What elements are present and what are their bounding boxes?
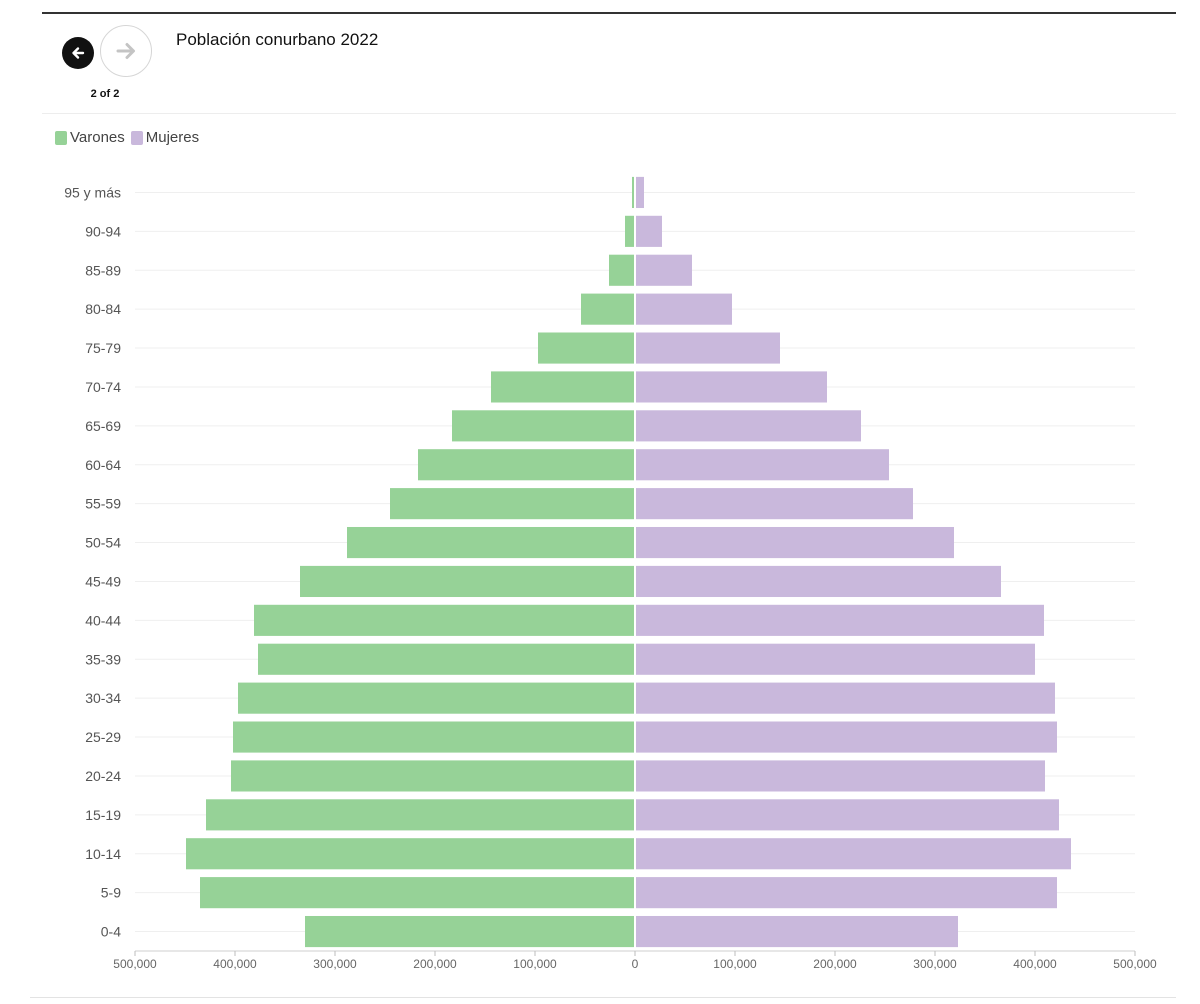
bar-varones-18 bbox=[186, 838, 635, 870]
x-tick-label: 500,000 bbox=[1113, 957, 1157, 971]
y-tick-label: 70-74 bbox=[85, 379, 121, 395]
legend-label-varones: Varones bbox=[70, 129, 125, 146]
previous-button[interactable] bbox=[62, 37, 94, 69]
bar-mujeres-5 bbox=[635, 332, 780, 364]
bar-varones-19 bbox=[200, 877, 635, 909]
y-tick-label: 75-79 bbox=[85, 340, 121, 356]
bar-mujeres-9 bbox=[635, 488, 913, 520]
y-tick-label: 20-24 bbox=[85, 768, 121, 784]
bar-varones-16 bbox=[231, 760, 635, 792]
bar-varones-14 bbox=[238, 682, 635, 714]
bar-varones-10 bbox=[347, 526, 635, 559]
bar-mujeres-4 bbox=[635, 293, 732, 325]
legend-item-mujeres[interactable]: Mujeres bbox=[130, 129, 200, 146]
y-tick-label: 35-39 bbox=[85, 651, 121, 667]
bar-mujeres-15 bbox=[635, 721, 1057, 753]
y-tick-label: 0-4 bbox=[101, 924, 121, 940]
y-tick-label: 40-44 bbox=[85, 612, 121, 628]
y-tick-label: 85-89 bbox=[85, 262, 121, 278]
header-divider bbox=[42, 113, 1176, 114]
arrow-right-icon bbox=[116, 43, 135, 59]
x-tick-label: 200,000 bbox=[813, 957, 857, 971]
bar-mujeres-20 bbox=[635, 915, 958, 948]
top-rule bbox=[42, 12, 1176, 14]
bar-mujeres-19 bbox=[635, 877, 1057, 909]
bar-mujeres-13 bbox=[635, 643, 1035, 675]
x-tick-label: 300,000 bbox=[313, 957, 357, 971]
bar-mujeres-6 bbox=[635, 371, 827, 403]
bar-varones-13 bbox=[258, 643, 635, 675]
bar-mujeres-10 bbox=[635, 526, 954, 559]
bar-mujeres-7 bbox=[635, 410, 861, 442]
bar-mujeres-18 bbox=[635, 838, 1071, 870]
bar-mujeres-3 bbox=[635, 254, 692, 286]
y-tick-label: 50-54 bbox=[85, 535, 121, 551]
bar-varones-12 bbox=[254, 604, 635, 636]
legend-label-mujeres: Mujeres bbox=[145, 129, 200, 146]
bar-mujeres-1 bbox=[635, 176, 644, 209]
x-tick-label: 0 bbox=[632, 957, 639, 971]
y-tick-label: 55-59 bbox=[85, 496, 121, 512]
bar-varones-4 bbox=[581, 293, 635, 325]
bar-varones-6 bbox=[491, 371, 635, 403]
bar-mujeres-8 bbox=[635, 449, 889, 481]
bar-varones-1 bbox=[632, 176, 635, 209]
bar-mujeres-16 bbox=[635, 760, 1045, 792]
chart-title: Población conurbano 2022 bbox=[176, 30, 379, 49]
bar-varones-2 bbox=[625, 215, 635, 247]
bar-varones-20 bbox=[305, 915, 635, 948]
page-indicator: 2 of 2 bbox=[90, 88, 120, 100]
bar-varones-3 bbox=[609, 254, 635, 286]
x-tick-label: 200,000 bbox=[413, 957, 457, 971]
y-tick-label: 95 y más bbox=[64, 184, 121, 200]
bar-mujeres-2 bbox=[635, 215, 662, 247]
pager-nav: 2 of 2 bbox=[60, 22, 160, 102]
y-tick-label: 15-19 bbox=[85, 807, 121, 823]
y-tick-label: 30-34 bbox=[85, 690, 121, 706]
legend-swatch-mujeres bbox=[130, 130, 143, 145]
bar-mujeres-11 bbox=[635, 565, 1001, 598]
y-tick-label: 10-14 bbox=[85, 846, 121, 862]
y-tick-label: 60-64 bbox=[85, 457, 121, 473]
bar-varones-8 bbox=[418, 449, 635, 481]
bar-varones-17 bbox=[206, 799, 635, 831]
x-tick-label: 500,000 bbox=[113, 957, 157, 971]
y-tick-label: 45-49 bbox=[85, 573, 121, 589]
bar-varones-7 bbox=[452, 410, 635, 442]
y-tick-label: 90-94 bbox=[85, 223, 121, 239]
x-tick-label: 400,000 bbox=[213, 957, 257, 971]
bar-mujeres-17 bbox=[635, 799, 1059, 831]
legend-item-varones[interactable]: Varones bbox=[55, 129, 125, 146]
bar-mujeres-12 bbox=[635, 604, 1044, 636]
y-tick-label: 80-84 bbox=[85, 301, 121, 317]
legend-swatch-varones bbox=[55, 130, 67, 145]
x-tick-label: 400,000 bbox=[1013, 957, 1057, 971]
bar-mujeres-14 bbox=[635, 682, 1055, 714]
next-button[interactable] bbox=[100, 25, 152, 77]
y-tick-label: 5-9 bbox=[101, 885, 121, 901]
bottom-rule bbox=[30, 997, 1176, 998]
x-tick-label: 100,000 bbox=[713, 957, 757, 971]
bar-varones-9 bbox=[390, 488, 635, 520]
arrow-left-icon bbox=[72, 47, 85, 59]
x-tick-label: 100,000 bbox=[513, 957, 557, 971]
y-tick-label: 65-69 bbox=[85, 418, 121, 434]
legend: Varones Mujeres bbox=[55, 129, 205, 146]
bar-varones-11 bbox=[300, 565, 635, 598]
bar-varones-15 bbox=[233, 721, 635, 753]
bar-varones-5 bbox=[538, 332, 635, 364]
x-tick-label: 300,000 bbox=[913, 957, 957, 971]
y-tick-label: 25-29 bbox=[85, 729, 121, 745]
